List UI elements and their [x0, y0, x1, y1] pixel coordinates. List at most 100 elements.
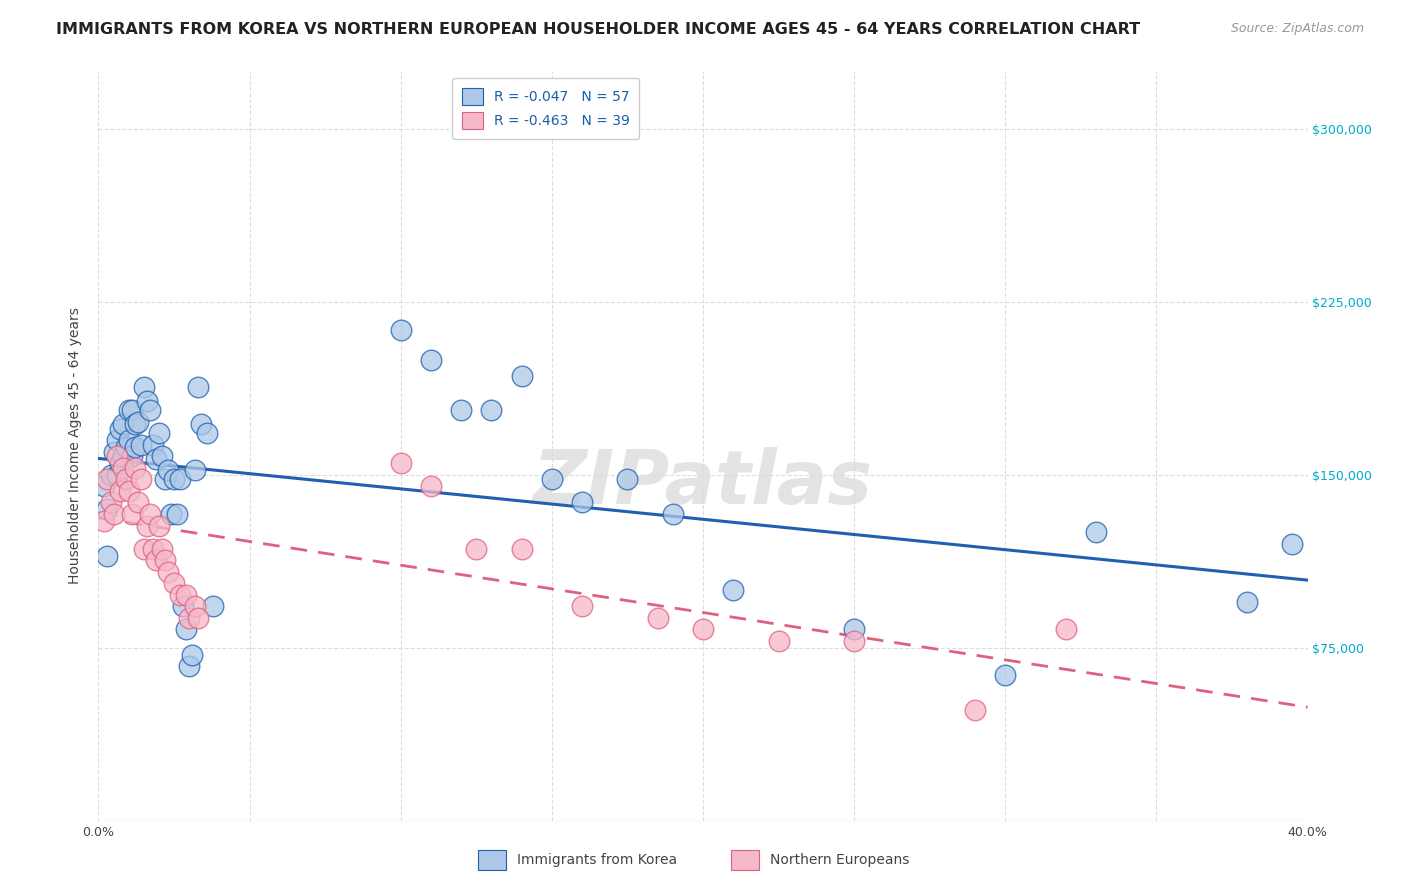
Point — [139, 507, 162, 521]
Text: Northern Europeans: Northern Europeans — [770, 853, 910, 867]
Point — [195, 426, 218, 441]
Point — [1281, 537, 1303, 551]
Point — [142, 541, 165, 556]
Point — [100, 467, 122, 482]
Point — [124, 440, 146, 454]
Point — [145, 553, 167, 567]
Point — [184, 599, 207, 614]
Point — [150, 541, 173, 556]
Point — [723, 583, 745, 598]
Point — [156, 565, 179, 579]
Point — [142, 438, 165, 452]
Point — [160, 507, 183, 521]
Point — [96, 502, 118, 516]
Point — [540, 472, 562, 486]
Point — [202, 599, 225, 614]
Point — [1236, 594, 1258, 608]
Point — [135, 518, 157, 533]
Point — [132, 380, 155, 394]
Point — [184, 463, 207, 477]
Point — [389, 456, 412, 470]
Point — [100, 495, 122, 509]
Point — [111, 450, 134, 464]
Point — [450, 403, 472, 417]
Point — [111, 417, 134, 431]
Point — [647, 611, 669, 625]
Point — [768, 633, 790, 648]
Point — [129, 472, 152, 486]
Point — [121, 403, 143, 417]
Bar — [478, 850, 506, 870]
Point — [114, 472, 136, 486]
Point — [181, 648, 204, 662]
Point — [121, 507, 143, 521]
Point — [190, 417, 212, 431]
Point — [571, 495, 593, 509]
Point — [844, 633, 866, 648]
Point — [156, 463, 179, 477]
Point — [169, 472, 191, 486]
Point — [420, 479, 443, 493]
Point — [389, 322, 412, 336]
Text: ZIPatlas: ZIPatlas — [533, 447, 873, 520]
Text: IMMIGRANTS FROM KOREA VS NORTHERN EUROPEAN HOUSEHOLDER INCOME AGES 45 - 64 YEARS: IMMIGRANTS FROM KOREA VS NORTHERN EUROPE… — [56, 22, 1140, 37]
Point — [93, 514, 115, 528]
Point — [1054, 622, 1077, 636]
Point — [616, 472, 638, 486]
Point — [148, 518, 170, 533]
Point — [129, 438, 152, 452]
Point — [105, 434, 128, 448]
Point — [118, 483, 141, 498]
Point — [153, 472, 176, 486]
Point — [96, 549, 118, 563]
Point — [121, 450, 143, 464]
Point — [150, 450, 173, 464]
Point — [108, 422, 131, 436]
Point — [127, 415, 149, 429]
Point — [166, 507, 188, 521]
Point — [465, 541, 488, 556]
Point — [153, 553, 176, 567]
Point — [124, 461, 146, 475]
Point — [127, 495, 149, 509]
Point — [571, 599, 593, 614]
Point — [187, 611, 209, 625]
Point — [103, 444, 125, 458]
Bar — [731, 850, 759, 870]
Point — [692, 622, 714, 636]
Point — [163, 472, 186, 486]
Point — [118, 434, 141, 448]
Point — [994, 668, 1017, 682]
Point — [124, 417, 146, 431]
Point — [148, 426, 170, 441]
Point — [179, 659, 201, 673]
Point — [103, 507, 125, 521]
Point — [145, 451, 167, 466]
Point — [132, 541, 155, 556]
Point — [174, 588, 197, 602]
Point — [965, 703, 987, 717]
Point — [111, 461, 134, 475]
Point — [135, 394, 157, 409]
Point — [420, 352, 443, 367]
Point — [510, 368, 533, 383]
Legend: R = -0.047   N = 57, R = -0.463   N = 39: R = -0.047 N = 57, R = -0.463 N = 39 — [453, 78, 640, 138]
Y-axis label: Householder Income Ages 45 - 64 years: Householder Income Ages 45 - 64 years — [69, 308, 83, 584]
Point — [169, 588, 191, 602]
Point — [118, 403, 141, 417]
Point — [139, 403, 162, 417]
Point — [172, 599, 194, 614]
Point — [108, 456, 131, 470]
Point — [844, 622, 866, 636]
Point — [661, 507, 683, 521]
Point — [93, 479, 115, 493]
Point — [1085, 525, 1108, 540]
Point — [105, 450, 128, 464]
Point — [510, 541, 533, 556]
Point — [108, 483, 131, 498]
Point — [187, 380, 209, 394]
Point — [179, 611, 201, 625]
Point — [114, 440, 136, 454]
Text: Source: ZipAtlas.com: Source: ZipAtlas.com — [1230, 22, 1364, 36]
Point — [105, 467, 128, 482]
